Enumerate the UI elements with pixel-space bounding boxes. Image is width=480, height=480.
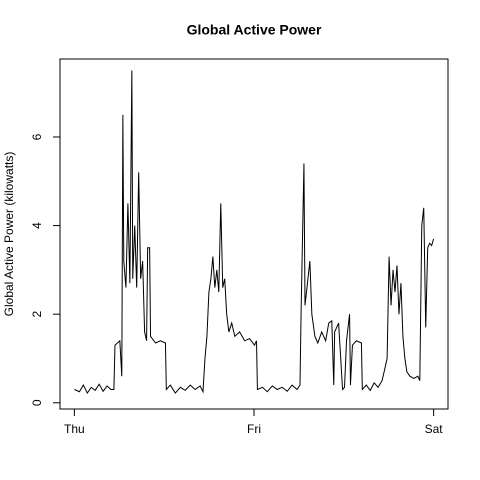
chart-title: Global Active Power (187, 22, 322, 38)
x-tick-label: Fri (247, 422, 261, 436)
y-axis-label: Global Active Power (kilowatts) (2, 152, 16, 317)
y-tick-label: 0 (30, 399, 44, 406)
x-tick-label: Sat (425, 422, 444, 436)
y-tick-label: 2 (30, 311, 44, 318)
y-tick-label: 6 (30, 133, 44, 140)
x-tick-label: Thu (64, 422, 85, 436)
y-tick-label: 4 (30, 222, 44, 229)
data-line (74, 70, 435, 395)
